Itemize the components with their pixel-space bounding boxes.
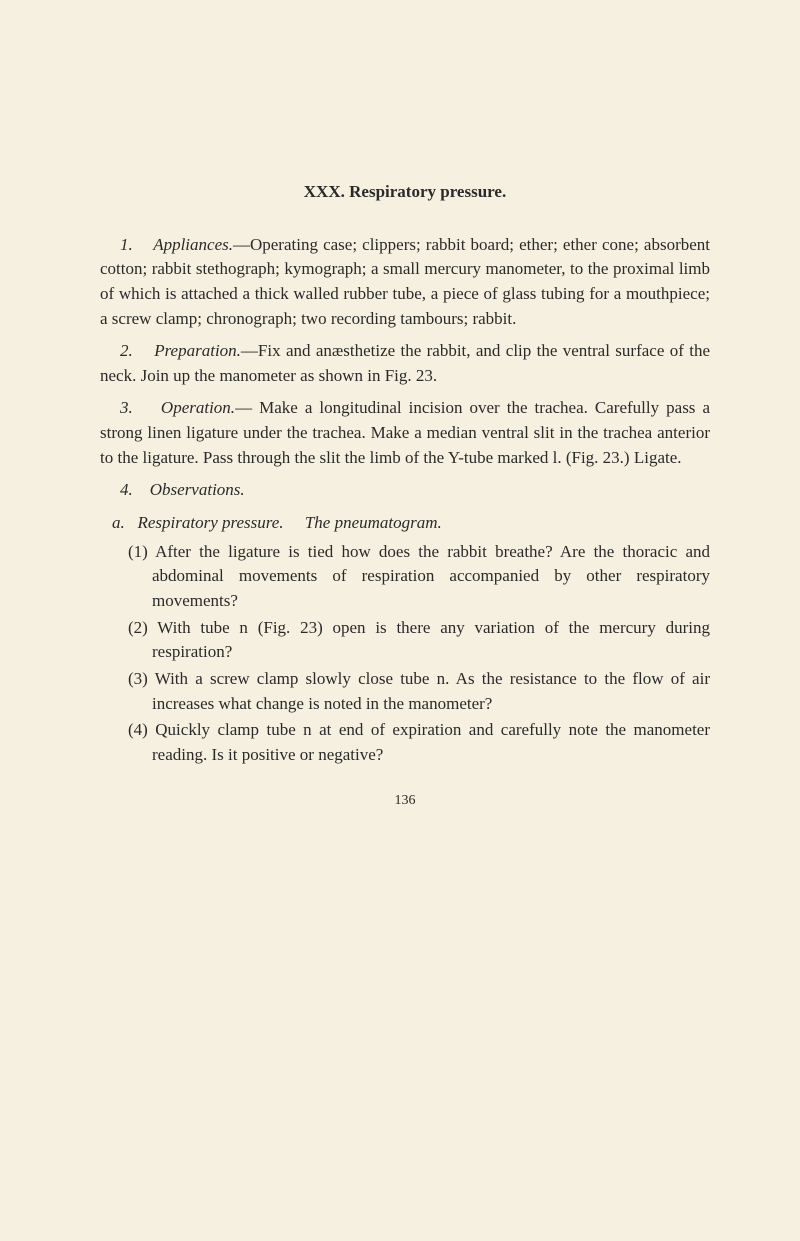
spacer	[140, 398, 154, 417]
section-2: 2. Preparation.—Fix and anæsthetize the …	[100, 339, 710, 388]
section-4: 4. Observations.	[100, 478, 710, 503]
section-num: 3.	[120, 398, 133, 417]
item-text: After the ligature is tied how does the …	[152, 542, 710, 610]
item-num: (4)	[128, 720, 148, 739]
item-num: (2)	[128, 618, 148, 637]
item-2: (2) With tube n (Fig. 23) open is there …	[100, 616, 710, 665]
section-title: Operation.	[161, 398, 235, 417]
section-1: 1. Appliances.—Operating case; clippers;…	[100, 233, 710, 332]
spacer	[288, 513, 301, 532]
section-title: Appliances.	[153, 235, 233, 254]
page-number: 136	[100, 791, 710, 811]
sub-item-a: a. Respiratory pressure. The pneumatogra…	[112, 511, 710, 536]
spacer	[138, 235, 148, 254]
item-1: (1) After the ligature is tied how does …	[100, 540, 710, 614]
section-title: Preparation.	[154, 341, 241, 360]
chapter-title-text: Respiratory pressure.	[349, 182, 506, 201]
page-container: XXX. Respiratory pressure. 1. Appliances…	[0, 0, 800, 872]
chapter-number: XXX.	[304, 182, 345, 201]
item-3: (3) With a screw clamp slowly close tube…	[100, 667, 710, 716]
item-num: (1)	[128, 542, 148, 561]
section-num: 2.	[120, 341, 133, 360]
sub-subtitle: The pneumatogram.	[305, 513, 442, 532]
sub-label: a.	[112, 513, 125, 532]
section-num: 1.	[120, 235, 133, 254]
section-3: 3. Operation.— Make a longitudinal incis…	[100, 396, 710, 470]
spacer	[137, 480, 146, 499]
item-text: Quickly clamp tube n at end of expiratio…	[152, 720, 710, 764]
sub-title: Respiratory pressure.	[138, 513, 284, 532]
section-title: Observations.	[150, 480, 245, 499]
spacer	[129, 513, 133, 532]
item-num: (3)	[128, 669, 148, 688]
spacer	[138, 341, 149, 360]
section-num: 4.	[120, 480, 133, 499]
item-text: With a screw clamp slowly close tube n. …	[152, 669, 710, 713]
item-text: With tube n (Fig. 23) open is there any …	[152, 618, 710, 662]
chapter-title: XXX. Respiratory pressure.	[100, 180, 710, 205]
item-4: (4) Quickly clamp tube n at end of expir…	[100, 718, 710, 767]
